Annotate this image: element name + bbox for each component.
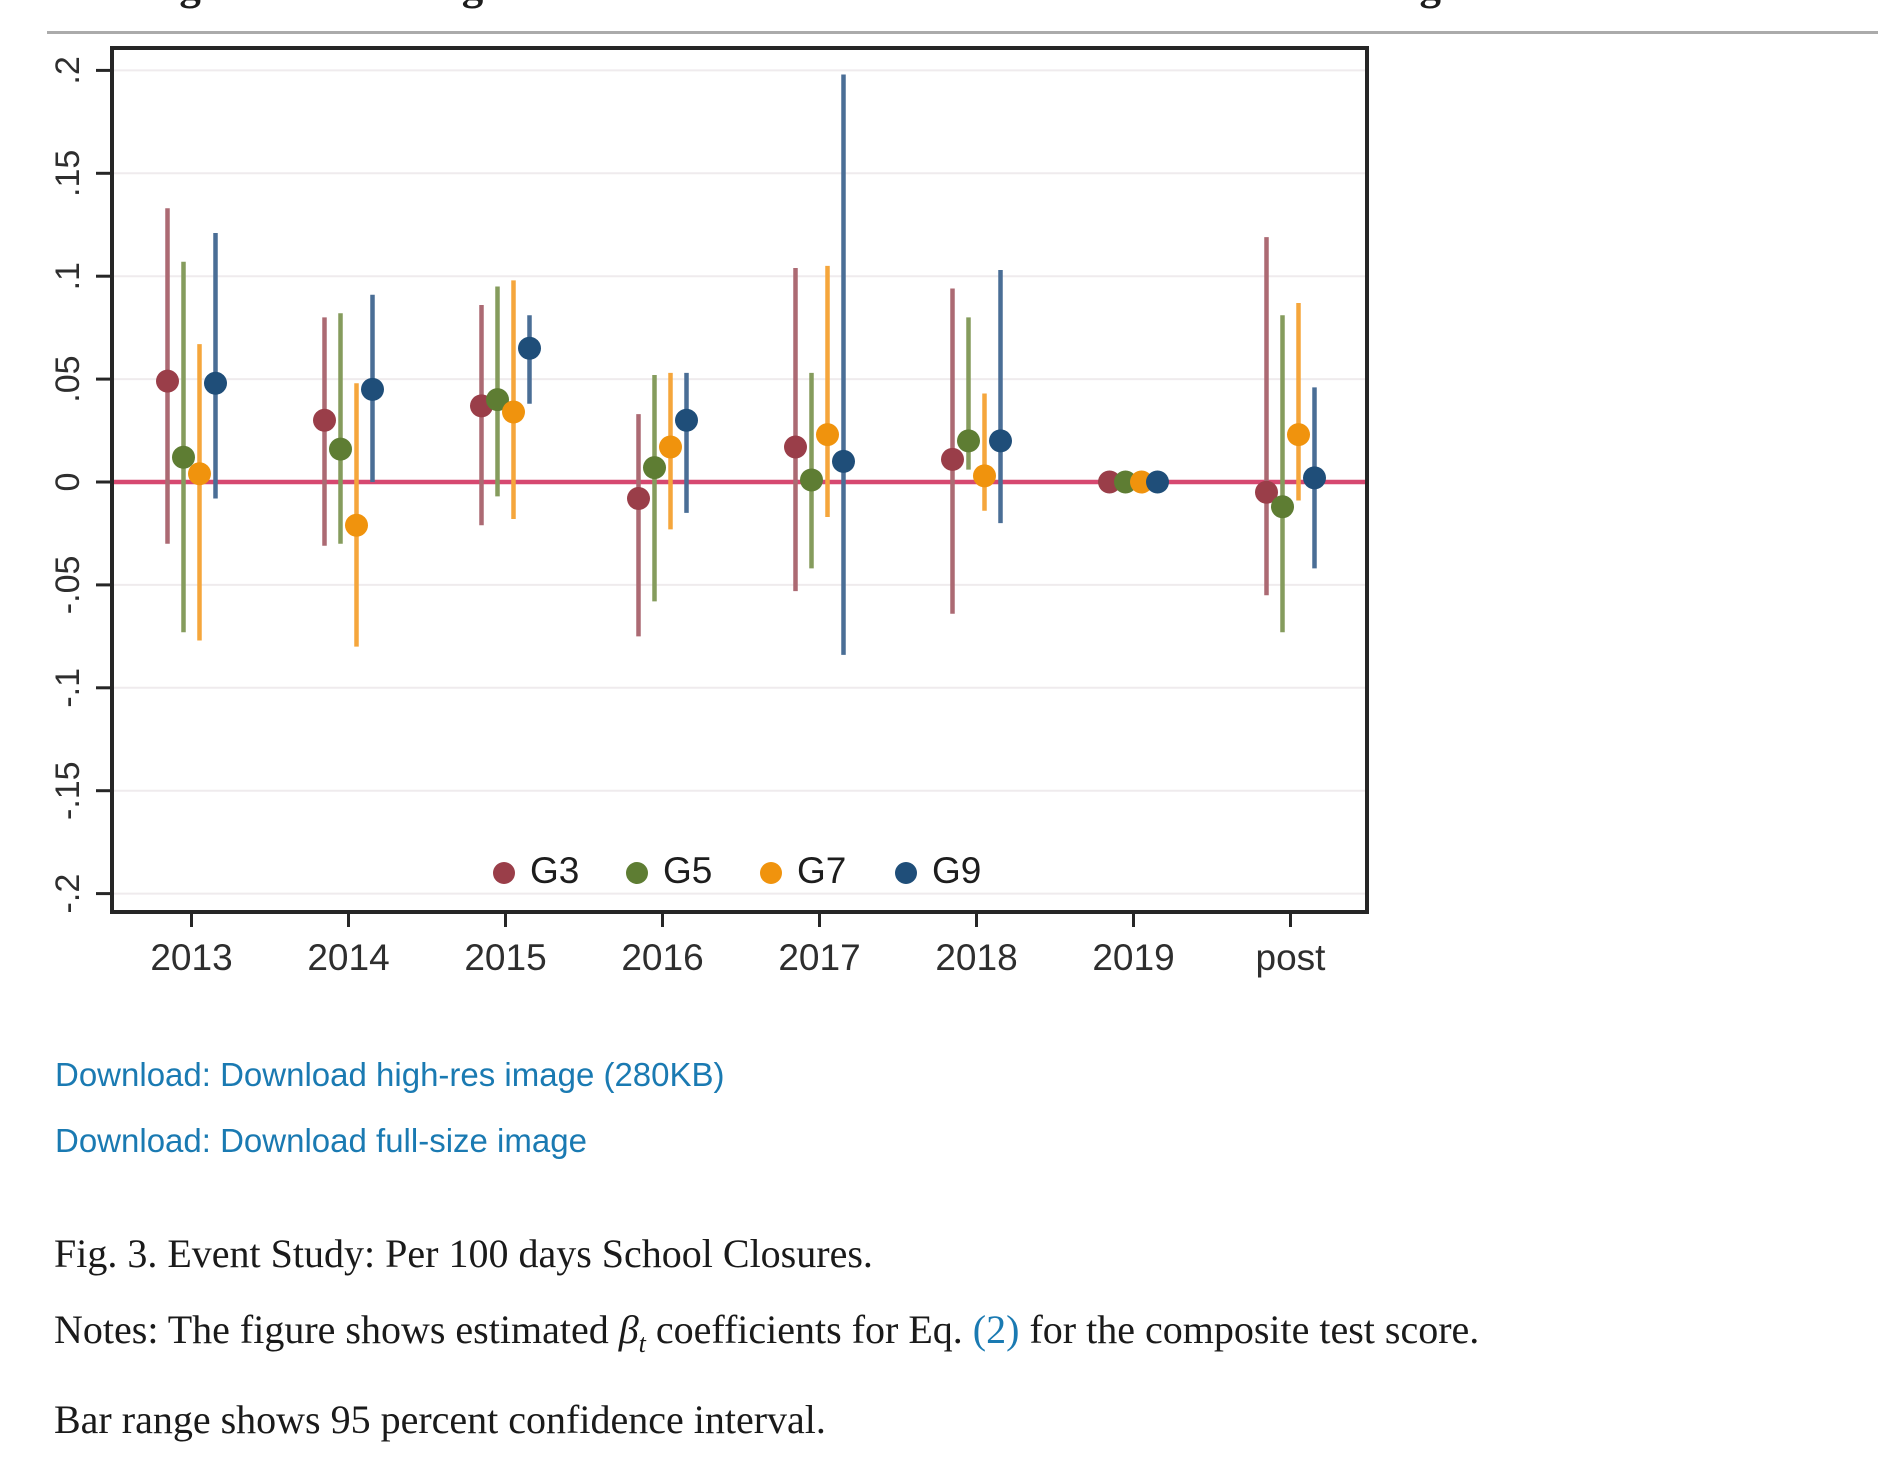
- y-tick-label: -.1: [49, 668, 87, 708]
- y-tick-label: -.2: [49, 874, 87, 914]
- legend-label-G7: G7: [797, 850, 846, 891]
- y-tick-label: -.15: [49, 761, 87, 820]
- y-tick-label: .1: [49, 262, 87, 290]
- point-G3-2014: [313, 408, 336, 432]
- point-G9-post: [1303, 466, 1326, 490]
- y-tick-label: .15: [49, 150, 87, 197]
- point-G5-2016: [643, 456, 666, 480]
- event-study-chart: .2 .15 .1 .05 0 -.05 -.1 -.15 -.2 2013 2014 2015 201…: [49, 46, 1369, 978]
- point-G7-2018: [973, 464, 996, 488]
- x-tick-label: 2014: [307, 937, 389, 978]
- x-tick-label: 2019: [1092, 937, 1174, 978]
- y-tick-label: 0: [49, 473, 87, 492]
- point-G5-2017: [800, 468, 823, 492]
- legend-label-G5: G5: [663, 850, 712, 891]
- point-G7-2019: [1130, 470, 1153, 494]
- point-G7-2013: [188, 462, 211, 486]
- beta-subscript: t: [638, 1329, 646, 1358]
- legend-label-G9: G9: [932, 850, 981, 891]
- point-G5-2015: [486, 388, 509, 412]
- point-G3-2017: [784, 435, 807, 459]
- point-G7-2015: [502, 400, 525, 424]
- point-G5-post: [1271, 495, 1294, 519]
- x-tick-label: 2017: [778, 937, 860, 978]
- point-G3-2018: [941, 447, 964, 471]
- eq-2-link[interactable]: (2): [972, 1307, 1020, 1352]
- point-G7-2017: [816, 423, 839, 447]
- cut-off-paragraph-text: learning losses for indigenous students …: [48, 0, 1808, 10]
- y-tick-label: .2: [49, 56, 87, 84]
- point-G3-2013: [156, 369, 179, 393]
- figure-caption: Fig. 3. Event Study: Per 100 days School…: [54, 1216, 1854, 1458]
- point-G9-2016: [675, 408, 698, 432]
- legend-label-G3: G3: [530, 850, 579, 891]
- point-G7-post: [1287, 423, 1310, 447]
- x-tick-label: 2016: [621, 937, 703, 978]
- x-tick-label: post: [1256, 937, 1327, 978]
- caption-title: Fig. 3. Event Study: Per 100 days School…: [54, 1231, 873, 1276]
- caption-notes-mid: coefficients for Eq.: [645, 1307, 973, 1352]
- point-G7-2014: [345, 513, 368, 537]
- x-tick-label: 2015: [464, 937, 546, 978]
- figure-image[interactable]: .2 .15 .1 .05 0 -.05 -.1 -.15 -.2 2013 2014 2015 201…: [0, 38, 1450, 1003]
- section-divider: [47, 31, 1878, 34]
- point-G9-2013: [204, 371, 227, 395]
- beta-symbol: β: [618, 1307, 639, 1352]
- legend-dot-G5: [626, 862, 648, 884]
- point-G9-2017: [832, 449, 855, 473]
- legend-dot-G9: [895, 862, 917, 884]
- legend-dot-G7: [760, 862, 782, 884]
- point-G9-2014: [361, 377, 384, 401]
- x-tick-label: 2018: [935, 937, 1017, 978]
- download-full-size-link[interactable]: Download: Download full-size image: [55, 1122, 587, 1159]
- y-tick-label: -.05: [49, 556, 87, 615]
- point-G5-2019: [1114, 470, 1137, 494]
- legend-dot-G3: [493, 862, 515, 884]
- caption-notes: Notes: The figure shows estimated βt coe…: [54, 1292, 1854, 1382]
- y-tick-label: .05: [49, 355, 87, 402]
- point-G5-2018: [957, 429, 980, 453]
- point-G5-2014: [329, 437, 352, 461]
- point-G5-2013: [172, 445, 195, 469]
- x-tick-label: 2013: [150, 937, 232, 978]
- download-high-res-link[interactable]: Download: Download high-res image (280KB…: [55, 1056, 725, 1093]
- point-G7-2016: [659, 435, 682, 459]
- point-G9-2015: [518, 336, 541, 360]
- point-G9-2018: [989, 429, 1012, 453]
- plot-border: [110, 46, 1369, 914]
- caption-notes-suffix: for the composite test score.: [1019, 1307, 1480, 1352]
- point-G9-2019: [1146, 470, 1169, 494]
- point-G3-2019: [1098, 470, 1121, 494]
- caption-notes-prefix: Notes: The figure shows estimated: [54, 1307, 619, 1352]
- point-G3-post: [1255, 480, 1278, 504]
- caption-note2: Bar range shows 95 percent confidence in…: [54, 1397, 826, 1442]
- point-G3-2016: [627, 486, 650, 510]
- cut-off-paragraph: learning losses for indigenous students …: [48, 0, 1808, 15]
